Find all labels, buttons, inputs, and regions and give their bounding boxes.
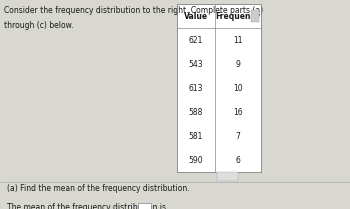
Text: Value: Value [184, 12, 208, 21]
FancyBboxPatch shape [251, 10, 259, 22]
Text: 581: 581 [189, 132, 203, 141]
Text: (a) Find the mean of the frequency distribution.: (a) Find the mean of the frequency distr… [7, 184, 190, 193]
Text: Consider the frequency distribution to the right. Complete parts (a): Consider the frequency distribution to t… [4, 6, 262, 15]
FancyBboxPatch shape [177, 4, 261, 172]
Text: 7: 7 [236, 132, 240, 141]
Text: 590: 590 [189, 156, 203, 165]
Text: The mean of the frequency distribution is: The mean of the frequency distribution i… [7, 203, 166, 209]
Text: 543: 543 [189, 60, 203, 69]
Text: 6: 6 [236, 156, 240, 165]
Text: 16: 16 [233, 108, 243, 117]
Text: through (c) below.: through (c) below. [4, 21, 73, 30]
Text: 621: 621 [189, 36, 203, 45]
Text: 613: 613 [189, 84, 203, 93]
FancyBboxPatch shape [138, 203, 150, 209]
Text: 11: 11 [233, 36, 243, 45]
FancyBboxPatch shape [217, 172, 238, 181]
Text: 10: 10 [233, 84, 243, 93]
Text: 588: 588 [189, 108, 203, 117]
Text: 9: 9 [236, 60, 240, 69]
Text: Frequency: Frequency [216, 12, 260, 21]
